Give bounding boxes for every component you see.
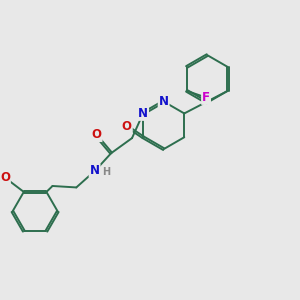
Text: H: H bbox=[102, 167, 110, 177]
Text: O: O bbox=[122, 120, 132, 133]
Text: O: O bbox=[92, 128, 102, 141]
Text: N: N bbox=[159, 95, 169, 108]
Text: F: F bbox=[202, 91, 210, 104]
Text: N: N bbox=[90, 164, 100, 177]
Text: O: O bbox=[0, 172, 10, 184]
Text: N: N bbox=[138, 107, 148, 120]
